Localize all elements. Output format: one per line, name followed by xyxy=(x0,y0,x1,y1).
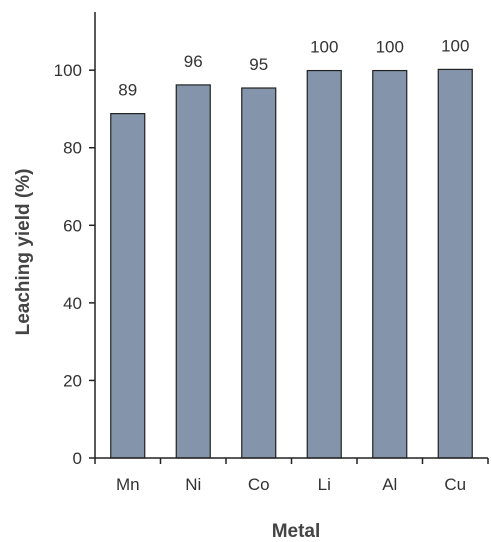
x-axis-title: Metal xyxy=(272,521,321,542)
bar-mn xyxy=(110,113,146,459)
data-labels: 89 96 95 100 100 100 xyxy=(118,36,469,99)
x-tick-label: Co xyxy=(248,475,270,494)
data-label: 100 xyxy=(310,38,338,57)
x-tick-label: Li xyxy=(318,475,331,494)
bar-co xyxy=(241,87,277,459)
y-tick-label: 40 xyxy=(63,294,82,313)
data-label: 100 xyxy=(376,38,404,57)
x-tick-label: Mn xyxy=(116,475,140,494)
x-tick-labels: Mn Ni Co Li Al Cu xyxy=(116,475,466,494)
y-ticks xyxy=(89,69,95,459)
y-tick-label: 80 xyxy=(63,139,82,158)
data-label: 95 xyxy=(249,55,268,74)
y-axis-title: Leaching yield (%) xyxy=(13,169,34,336)
y-tick-label: 0 xyxy=(73,449,82,468)
bar-al xyxy=(372,69,408,459)
x-tick-label: Al xyxy=(382,475,397,494)
bars-group xyxy=(110,68,473,459)
data-label: 96 xyxy=(184,52,203,71)
y-tick-label: 100 xyxy=(54,61,82,80)
data-label: 100 xyxy=(441,36,469,55)
y-tick-label: 20 xyxy=(63,371,82,390)
x-tick-label: Cu xyxy=(444,475,466,494)
y-tick-label: 60 xyxy=(63,216,82,235)
bar-li xyxy=(306,69,342,459)
x-tick-label: Ni xyxy=(185,475,201,494)
bar-ni xyxy=(175,84,211,459)
data-label: 89 xyxy=(118,81,137,100)
y-tick-labels: 0 20 40 60 80 100 xyxy=(54,61,82,468)
bar-cu xyxy=(437,68,473,459)
x-ticks xyxy=(94,458,489,464)
